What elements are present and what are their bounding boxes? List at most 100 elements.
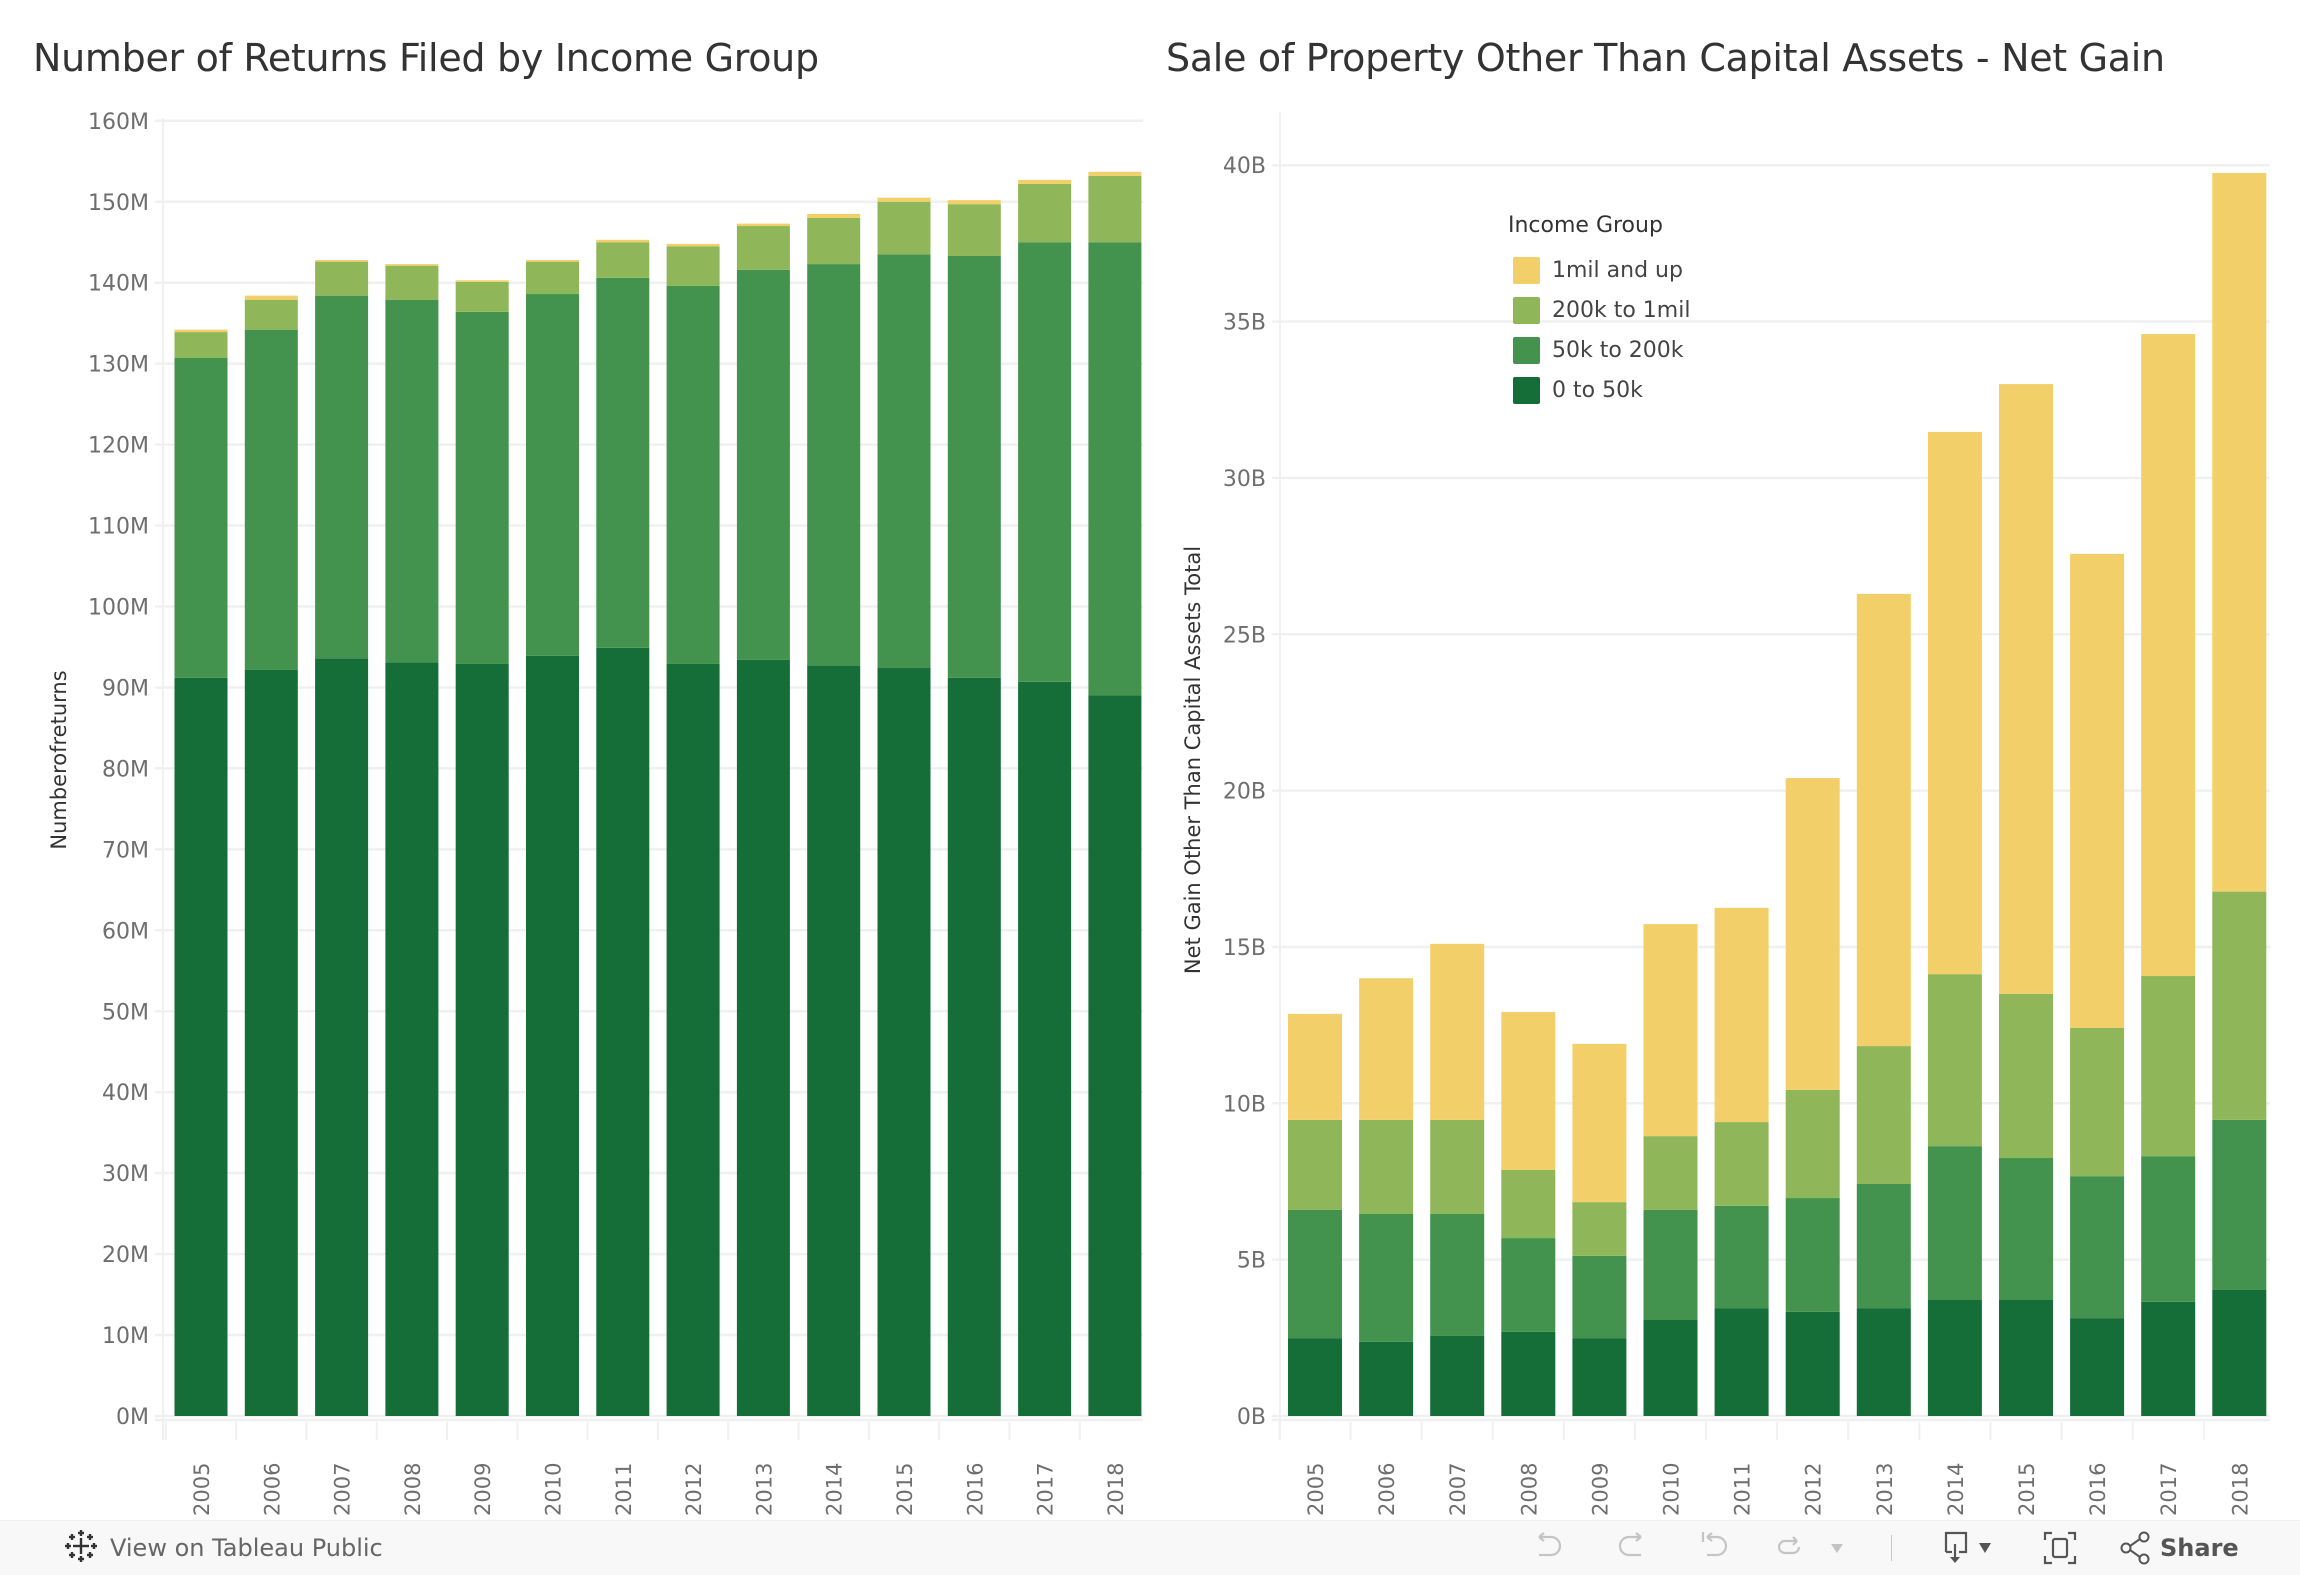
income-group-legend: Income Group 1mil and up 200k to 1mil 50… — [1508, 212, 1690, 410]
bar-segment-0-to-50k — [1359, 1341, 1414, 1416]
fullscreen-button[interactable] — [2040, 1531, 2080, 1565]
bar-segment-0-to-50k — [1288, 1338, 1342, 1416]
x-tick-label: 2008 — [401, 1463, 425, 1516]
bar-segment-1mil-and-up — [244, 295, 298, 300]
bar-segment-200k-to-1mil — [385, 265, 439, 300]
bar-segment-1mil-and-up — [455, 280, 509, 282]
bar-segment-50k-to-200k — [1501, 1238, 1556, 1332]
bar-segment-1mil-and-up — [1999, 384, 2053, 994]
bar-segment-0-to-50k — [947, 677, 1001, 1416]
y-tick-label: 0M — [116, 1405, 149, 1430]
bar-segment-200k-to-1mil — [174, 332, 228, 358]
bar-segment-0-to-50k — [1572, 1338, 1627, 1416]
y-tick-label: 0B — [1237, 1405, 1266, 1430]
legend-item-200k-to-1mil[interactable]: 200k to 1mil — [1508, 290, 1690, 330]
legend-swatch — [1513, 256, 1540, 284]
bar-segment-1mil-and-up — [1288, 1013, 1342, 1120]
x-tick-label: 2012 — [1802, 1463, 1826, 1516]
y-tick-label: 60M — [102, 919, 149, 944]
bar-segment-1mil-and-up — [2141, 334, 2196, 977]
bar-segment-0-to-50k — [1018, 681, 1072, 1416]
bar-segment-1mil-and-up — [1856, 593, 1911, 1047]
refresh-icon — [1773, 1531, 1807, 1565]
x-tick-label: 2013 — [752, 1463, 776, 1516]
legend-title: Income Group — [1508, 213, 1663, 238]
bar-segment-50k-to-200k — [2141, 1156, 2196, 1302]
refresh-button[interactable] — [1770, 1531, 1810, 1565]
y-tick-label: 40M — [102, 1081, 149, 1106]
y-tick-label: 40B — [1223, 154, 1266, 179]
bar-segment-0-to-50k — [2212, 1289, 2267, 1416]
revert-icon — [1697, 1531, 1731, 1565]
bar-segment-0-to-50k — [1785, 1311, 1840, 1416]
bar-segment-1mil-and-up — [877, 197, 931, 202]
bar-segment-50k-to-200k — [1785, 1198, 1840, 1312]
bar-segment-0-to-50k — [315, 658, 369, 1416]
bar-segment-50k-to-200k — [1572, 1255, 1627, 1339]
bar-segment-200k-to-1mil — [455, 281, 509, 312]
y-tick-label: 15B — [1223, 936, 1266, 961]
view-on-tableau-public-link[interactable]: View on Tableau Public — [64, 1521, 383, 1575]
bar-segment-200k-to-1mil — [1999, 993, 2053, 1159]
bar-segment-0-to-50k — [1714, 1308, 1769, 1416]
x-tick-label: 2013 — [1873, 1463, 1897, 1516]
share-button[interactable]: Share — [2120, 1531, 2240, 1565]
bar-segment-1mil-and-up — [1927, 431, 1982, 975]
undo-button[interactable] — [1528, 1531, 1568, 1565]
bar-segment-1mil-and-up — [315, 260, 369, 262]
y-tick-label: 110M — [88, 515, 149, 540]
x-tick-label: 2008 — [1517, 1463, 1541, 1516]
bar-segment-200k-to-1mil — [1572, 1202, 1627, 1256]
legend-item-0-to-50k[interactable]: 0 to 50k — [1508, 370, 1690, 410]
y-tick-label: 120M — [88, 434, 149, 459]
bar-segment-1mil-and-up — [947, 200, 1001, 205]
bar-segment-1mil-and-up — [1501, 1011, 1556, 1170]
x-tick-label: 2018 — [2228, 1463, 2252, 1516]
x-tick-label: 2015 — [2015, 1463, 2039, 1516]
legend-item-50k-to-200k[interactable]: 50k to 200k — [1508, 330, 1690, 370]
bar-segment-50k-to-200k — [1999, 1158, 2053, 1300]
bar-segment-1mil-and-up — [1643, 924, 1698, 1137]
bar-segment-200k-to-1mil — [666, 246, 720, 286]
fullscreen-icon — [2043, 1531, 2077, 1565]
bar-segment-0-to-50k — [385, 662, 439, 1416]
bar-segment-1mil-and-up — [1785, 778, 1840, 1090]
bar-segment-1mil-and-up — [1018, 179, 1072, 184]
footer-toolbar: View on Tableau Public — [0, 1520, 2300, 1575]
y-tick-label: 35B — [1223, 311, 1266, 336]
bar-segment-50k-to-200k — [1018, 242, 1072, 682]
bar-segment-50k-to-200k — [1927, 1146, 1982, 1300]
x-tick-label: 2014 — [823, 1463, 847, 1516]
bar-segment-200k-to-1mil — [1088, 175, 1142, 243]
bar-segment-0-to-50k — [1501, 1331, 1556, 1416]
bar-segment-50k-to-200k — [1359, 1213, 1414, 1342]
x-tick-label: 2007 — [1446, 1463, 1470, 1516]
bar-segment-200k-to-1mil — [1927, 974, 1982, 1147]
bar-segment-1mil-and-up — [807, 213, 861, 218]
legend-item-1mil-and-up[interactable]: 1mil and up — [1508, 250, 1690, 290]
chart-title-returns: Number of Returns Filed by Income Group — [33, 36, 819, 80]
bar-segment-0-to-50k — [1088, 695, 1142, 1416]
bar-segment-200k-to-1mil — [1430, 1119, 1485, 1214]
redo-button[interactable] — [1612, 1531, 1652, 1565]
y-tick-label: 100M — [88, 596, 149, 621]
bar-segment-50k-to-200k — [1856, 1183, 1911, 1309]
pause-dropdown-button[interactable] — [1826, 1531, 1848, 1565]
legend-swatch — [1513, 376, 1540, 404]
y-tick-label: 160M — [88, 110, 149, 135]
revert-button[interactable] — [1694, 1531, 1734, 1565]
legend-swatch — [1513, 336, 1540, 364]
y-tick-label: 30M — [102, 1162, 149, 1187]
bar-segment-1mil-and-up — [526, 260, 579, 262]
download-icon — [1943, 1531, 1999, 1565]
bar-segment-50k-to-200k — [666, 285, 720, 664]
bar-segment-50k-to-200k — [315, 295, 369, 659]
bar-segment-200k-to-1mil — [2141, 976, 2196, 1157]
bar-segment-200k-to-1mil — [947, 204, 1001, 256]
bar-segment-200k-to-1mil — [1856, 1046, 1911, 1184]
bar-segment-50k-to-200k — [947, 255, 1001, 678]
download-button[interactable] — [1940, 1531, 2002, 1565]
x-tick-label: 2016 — [2086, 1463, 2110, 1516]
legend-label: 0 to 50k — [1552, 377, 1643, 403]
bar-segment-50k-to-200k — [174, 357, 228, 678]
